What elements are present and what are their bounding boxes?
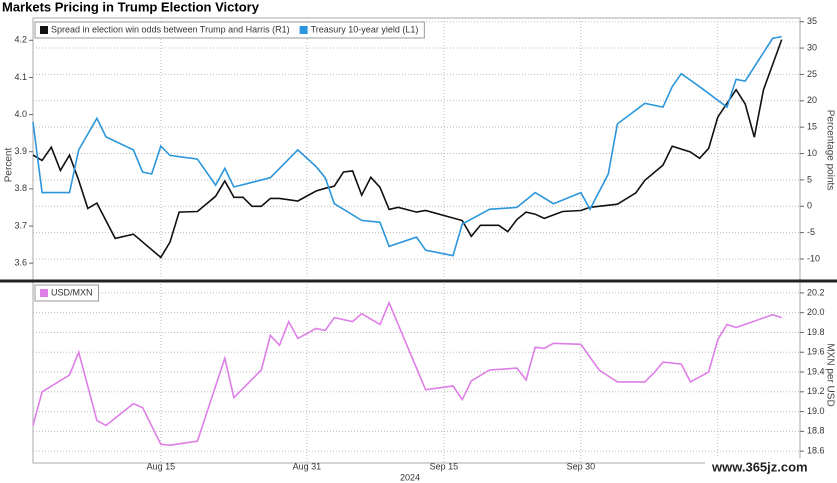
y2-tick-label: -10 bbox=[807, 253, 820, 263]
y2-tick-label: 35 bbox=[807, 16, 817, 26]
legend-swatch bbox=[40, 26, 48, 34]
watermark-box bbox=[705, 458, 837, 478]
legend: Spread in election win odds between Trum… bbox=[34, 21, 425, 39]
line-series bbox=[32, 39, 783, 259]
y-tick-label: 4.2 bbox=[14, 35, 27, 45]
x-tick-label: Sep 30 bbox=[567, 461, 596, 471]
watermark: www.365jz.com bbox=[705, 458, 837, 478]
line-series bbox=[32, 35, 782, 257]
y2-tick-label: 20 bbox=[807, 95, 817, 105]
legend-swatch bbox=[40, 289, 48, 297]
chart-title: Markets Pricing in Trump Election Victor… bbox=[2, 0, 260, 14]
y-tick-label: 4.0 bbox=[14, 109, 27, 119]
y-tick-label: 3.8 bbox=[14, 183, 27, 193]
y-tick-label: 3.7 bbox=[14, 220, 27, 230]
x-axis-label: 2024 bbox=[400, 472, 420, 482]
y2-tick-label: 19.8 bbox=[807, 327, 825, 337]
y2-tick-label: 25 bbox=[807, 69, 817, 79]
y2-axis-label: MXN per USD bbox=[824, 343, 835, 406]
legend-label: USD/MXN bbox=[51, 287, 93, 297]
y2-tick-label: 30 bbox=[807, 42, 817, 52]
legend-label: Treasury 10-year yield (L1) bbox=[311, 24, 419, 34]
y-tick-label: 3.6 bbox=[14, 258, 27, 268]
y2-tick-label: 18.8 bbox=[807, 426, 825, 436]
y2-tick-label: 20.0 bbox=[807, 307, 825, 317]
legend-label: Spread in election win odds between Trum… bbox=[51, 24, 290, 34]
y2-tick-label: 0 bbox=[807, 201, 812, 211]
y2-tick-label: -5 bbox=[807, 227, 815, 237]
y2-tick-label: 20.2 bbox=[807, 287, 825, 297]
line-series bbox=[32, 300, 782, 447]
legend-box bbox=[34, 284, 100, 302]
legend: USD/MXN bbox=[34, 284, 100, 302]
x-tick-label: Aug 15 bbox=[147, 461, 176, 471]
y2-tick-label: 19.0 bbox=[807, 406, 825, 416]
watermark-text: www.365jz.com bbox=[711, 459, 808, 474]
y2-tick-label: 19.4 bbox=[807, 366, 825, 376]
plot-frame bbox=[32, 17, 801, 464]
y2-tick-label: 19.6 bbox=[807, 347, 825, 357]
legend-swatch bbox=[299, 26, 308, 34]
y-axis-label: Percent bbox=[4, 148, 15, 183]
y2-tick-label: 18.6 bbox=[807, 446, 825, 456]
x-tick-label: Aug 31 bbox=[293, 461, 322, 471]
y-tick-label: 4.1 bbox=[14, 72, 27, 82]
x-tick-label: Sep 15 bbox=[430, 461, 459, 471]
legend-box bbox=[34, 21, 425, 39]
y-tick-label: 3.9 bbox=[14, 146, 27, 156]
y2-axis-label: Percentage points bbox=[824, 110, 835, 191]
y2-tick-label: 5 bbox=[807, 174, 812, 184]
y2-tick-label: 15 bbox=[807, 122, 817, 132]
y2-tick-label: 10 bbox=[807, 148, 817, 158]
y2-tick-label: 19.2 bbox=[807, 386, 825, 396]
